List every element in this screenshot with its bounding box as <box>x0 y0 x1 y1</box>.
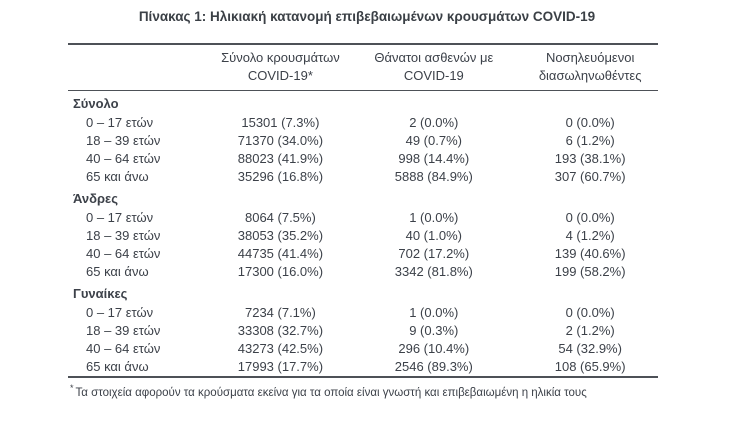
intubated-value: 199 (58.2%) <box>554 264 626 279</box>
age-label: 65 και άνω <box>86 169 149 184</box>
section-header-women: Γυναίκες <box>68 281 658 304</box>
table-footnote: * Τα στοιχεία αφορούν τα κρούσματα εκείνα… <box>70 383 734 399</box>
cases-value: 35296 (16.8%) <box>237 169 324 184</box>
col-header-deaths-line2: COVID-19 <box>403 68 464 83</box>
age-label: 18 – 39 ετών <box>86 228 161 243</box>
deaths-value: 5888 (84.9%) <box>394 169 473 184</box>
table-row: 40 – 64 ετών 44735 (41.4%) 702 (17.2%) 1… <box>68 245 658 263</box>
deaths-value: 1 (0.0%) <box>409 210 459 225</box>
footnote-text: Τα στοιχεία αφορούν τα κρούσματα εκείνα … <box>75 386 587 399</box>
age-label: 0 – 17 ετών <box>86 305 154 320</box>
cases-value: 38053 (35.2%) <box>237 228 324 243</box>
intubated-value: 0 (0.0%) <box>565 210 615 225</box>
intubated-value: 6 (1.2%) <box>565 133 615 148</box>
deaths-value: 702 (17.2%) <box>398 246 470 261</box>
section-header-men: Άνδρες <box>68 186 658 209</box>
cases-value: 17300 (16.0%) <box>237 264 324 279</box>
age-label: 40 – 64 ετών <box>86 341 161 356</box>
deaths-value: 3342 (81.8%) <box>394 264 473 279</box>
deaths-value: 40 (1.0%) <box>405 228 462 243</box>
header-row: Σύνολο κρουσμάτων COVID-19* Θάνατοι ασθε… <box>68 44 658 91</box>
cases-value: 33308 (32.7%) <box>237 323 324 338</box>
footnote-asterisk: * <box>70 383 74 393</box>
age-label: 65 και άνω <box>86 264 149 279</box>
cases-value: 8064 (7.5%) <box>244 210 316 225</box>
age-label: 65 και άνω <box>86 359 149 374</box>
intubated-value: 4 (1.2%) <box>565 228 615 243</box>
table-title: Πίνακας 1: Ηλικιακή κατανομή επιβεβαιωμέ… <box>138 9 596 24</box>
col-header-intubated-line1: Νοσηλευόμενοι <box>545 50 635 65</box>
deaths-value: 2546 (89.3%) <box>394 359 473 374</box>
section-label-women: Γυναίκες <box>73 286 128 301</box>
deaths-value: 296 (10.4%) <box>398 341 470 356</box>
cases-value: 7234 (7.1%) <box>244 305 316 320</box>
col-header-total-cases: Σύνολο κρουσμάτων COVID-19* <box>215 44 346 91</box>
table-row: 40 – 64 ετών 43273 (42.5%) 296 (10.4%) 5… <box>68 340 658 358</box>
col-header-empty <box>68 44 216 91</box>
table-row: 0 – 17 ετών 7234 (7.1%) 1 (0.0%) 0 (0.0%… <box>68 304 658 322</box>
table-row: 40 – 64 ετών 88023 (41.9%) 998 (14.4%) 1… <box>68 150 658 168</box>
intubated-value: 0 (0.0%) <box>565 305 615 320</box>
age-label: 18 – 39 ετών <box>86 323 161 338</box>
deaths-value: 998 (14.4%) <box>398 151 470 166</box>
table-row: 65 και άνω 17300 (16.0%) 3342 (81.8%) 19… <box>68 263 658 281</box>
intubated-value: 0 (0.0%) <box>565 115 615 130</box>
cases-value: 44735 (41.4%) <box>237 246 324 261</box>
col-header-total-cases-line1: Σύνολο κρουσμάτων <box>221 50 340 65</box>
col-header-deaths: Θάνατοι ασθενών με COVID-19 <box>345 44 523 91</box>
table-row: 18 – 39 ετών 71370 (34.0%) 49 (0.7%) 6 (… <box>68 132 658 150</box>
cases-value: 15301 (7.3%) <box>241 115 320 130</box>
age-label: 0 – 17 ετών <box>86 115 154 130</box>
table-header: Σύνολο κρουσμάτων COVID-19* Θάνατοι ασθε… <box>68 44 658 91</box>
deaths-value: 9 (0.3%) <box>409 323 459 338</box>
age-label: 40 – 64 ετών <box>86 151 161 166</box>
cases-value: 17993 (17.7%) <box>237 359 324 374</box>
table-body: Σύνολο 0 – 17 ετών 15301 (7.3%) 2 (0.0%)… <box>68 91 658 378</box>
col-header-deaths-line1: Θάνατοι ασθενών με <box>374 50 494 65</box>
table-row: 18 – 39 ετών 33308 (32.7%) 9 (0.3%) 2 (1… <box>68 322 658 340</box>
age-label: 40 – 64 ετών <box>86 246 161 261</box>
intubated-value: 54 (32.9%) <box>558 341 622 356</box>
col-header-intubated-line2: διασωληνωθέντες <box>538 68 642 83</box>
table-row: 65 και άνω 17993 (17.7%) 2546 (89.3%) 10… <box>68 358 658 377</box>
section-header-total: Σύνολο <box>68 91 658 115</box>
covid-age-distribution-table: Σύνολο κρουσμάτων COVID-19* Θάνατοι ασθε… <box>68 43 658 378</box>
table-row: 0 – 17 ετών 8064 (7.5%) 1 (0.0%) 0 (0.0%… <box>68 209 658 227</box>
intubated-value: 307 (60.7%) <box>554 169 626 184</box>
intubated-value: 2 (1.2%) <box>565 323 615 338</box>
table-row: 65 και άνω 35296 (16.8%) 5888 (84.9%) 30… <box>68 168 658 186</box>
cases-value: 43273 (42.5%) <box>237 341 324 356</box>
cases-value: 71370 (34.0%) <box>237 133 324 148</box>
intubated-value: 108 (65.9%) <box>554 359 626 374</box>
intubated-value: 139 (40.6%) <box>554 246 626 261</box>
deaths-value: 2 (0.0%) <box>409 115 459 130</box>
cases-value: 88023 (41.9%) <box>237 151 324 166</box>
col-header-total-cases-line2: COVID-19* <box>247 68 313 83</box>
section-label-men: Άνδρες <box>73 191 118 206</box>
section-label-total: Σύνολο <box>73 96 119 111</box>
age-label: 0 – 17 ετών <box>86 210 154 225</box>
table-row: 18 – 39 ετών 38053 (35.2%) 40 (1.0%) 4 (… <box>68 227 658 245</box>
table-row: 0 – 17 ετών 15301 (7.3%) 2 (0.0%) 0 (0.0… <box>68 114 658 132</box>
age-label: 18 – 39 ετών <box>86 133 161 148</box>
intubated-value: 193 (38.1%) <box>554 151 626 166</box>
deaths-value: 49 (0.7%) <box>405 133 462 148</box>
col-header-intubated: Νοσηλευόμενοι διασωληνωθέντες <box>522 44 658 91</box>
deaths-value: 1 (0.0%) <box>409 305 459 320</box>
